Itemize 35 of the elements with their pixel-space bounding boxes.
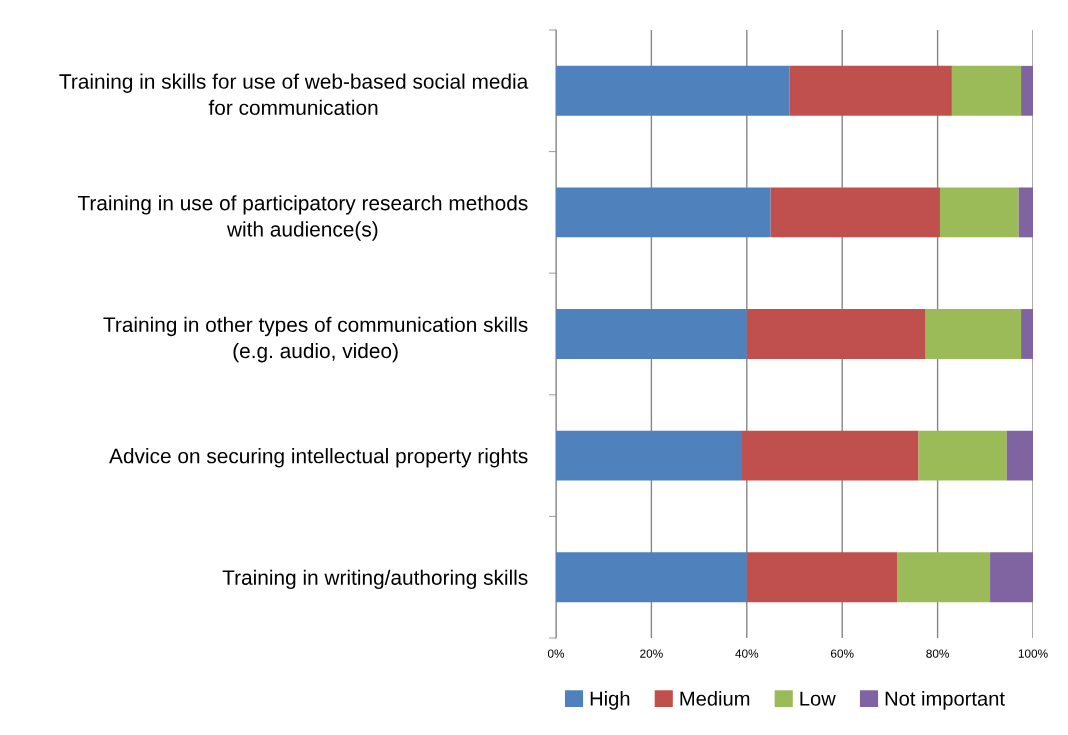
bar: [897, 552, 991, 603]
bar: [925, 309, 1022, 359]
x-tick-label: 60%: [830, 649, 854, 658]
x-tick-label: 100%: [1018, 649, 1048, 658]
legend-label: Not important: [885, 690, 1005, 710]
bar: [746, 309, 926, 359]
bar: [556, 309, 747, 359]
bar: [556, 430, 743, 481]
bar: [939, 187, 1019, 238]
bar: [789, 65, 952, 116]
y-tick-label: Training in use of participatory research methods with audience(s): [77, 195, 528, 241]
bar: [1018, 187, 1033, 238]
legend-label: Low: [800, 691, 836, 706]
y-tick-label: Advice on securing intellectual property rights: [109, 448, 528, 468]
x-tick-label: 0%: [547, 649, 565, 658]
legend-label: Medium: [680, 690, 750, 706]
bar: [556, 65, 790, 116]
bar: [742, 430, 919, 481]
bar: [918, 430, 1007, 481]
y-tick-label: Training in skills for use of web-based social media for communication: [59, 73, 529, 116]
legend-label: High: [590, 690, 630, 710]
y-tick-label: Training in other types of communication skills (e.g. audio, video): [103, 316, 528, 363]
x-tick-label: 20%: [640, 649, 663, 658]
bar: [556, 552, 747, 603]
x-tick-label: 80%: [926, 649, 949, 658]
bar: [556, 187, 771, 238]
bar: [951, 65, 1022, 116]
y-tick-label: Training in writing/authoring skills: [222, 569, 528, 590]
bar: [746, 552, 898, 603]
bar: [1006, 430, 1033, 481]
bar: [1021, 65, 1033, 116]
x-tick-label: 40%: [735, 649, 759, 658]
bar: [1021, 309, 1033, 359]
bar: [770, 187, 940, 238]
bar: [990, 552, 1033, 603]
